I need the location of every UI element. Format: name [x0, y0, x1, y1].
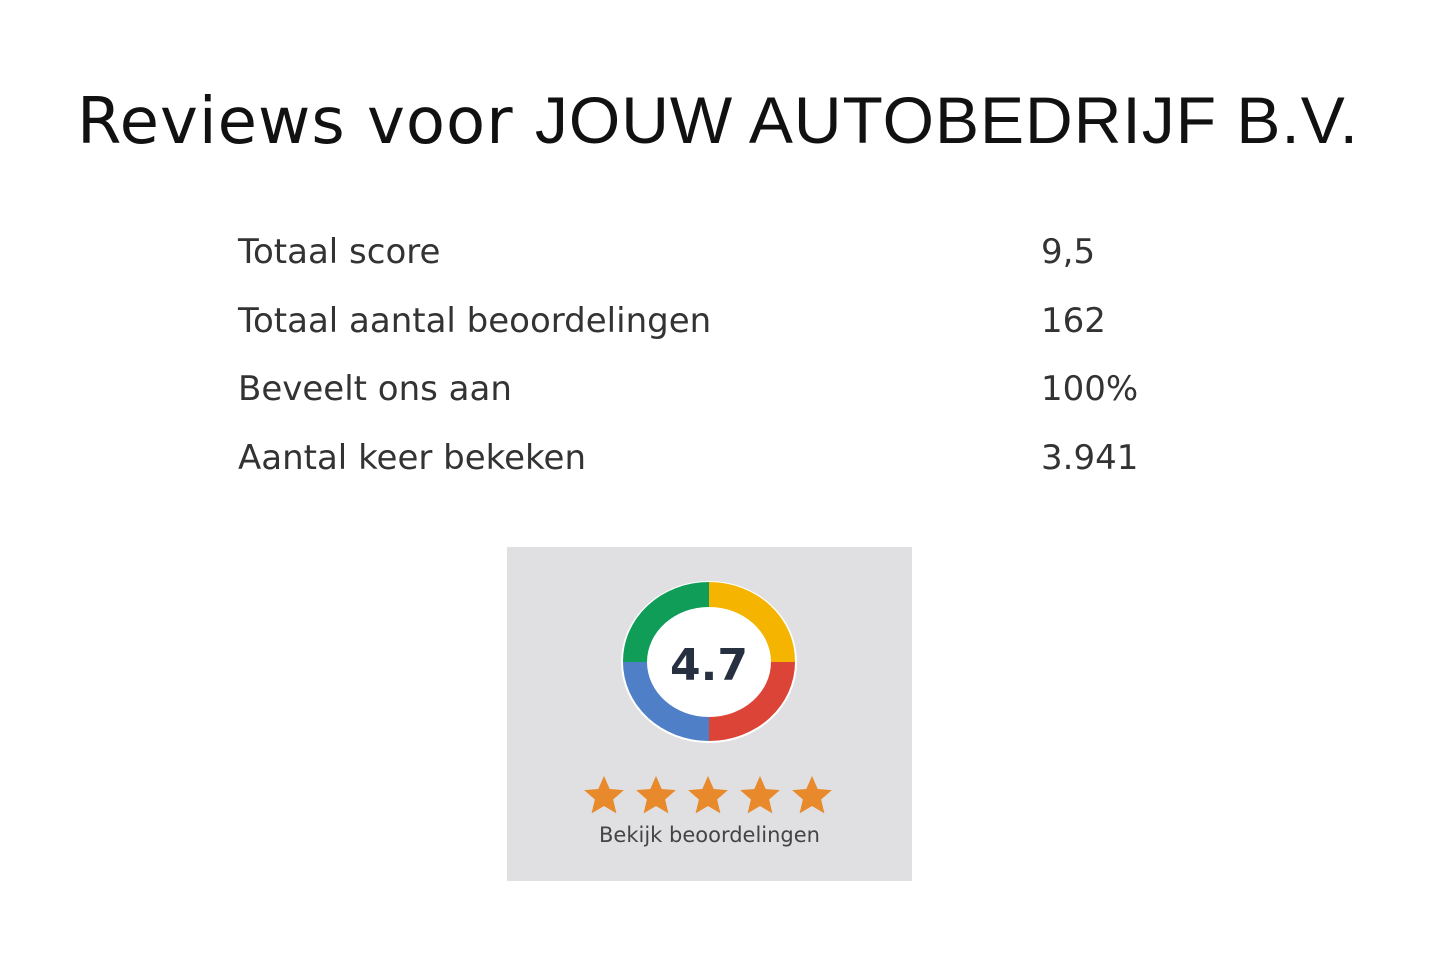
- company-name: JOUW AUTOBEDRIJF B.V.: [534, 83, 1360, 157]
- stat-value: 100%: [1041, 369, 1139, 410]
- star-icon: [636, 775, 676, 814]
- stat-row: Totaal score 9,5: [238, 218, 1198, 287]
- stat-label: Aantal keer bekeken: [238, 437, 587, 478]
- stat-row: Beveelt ons aan 100%: [238, 355, 1198, 424]
- rating-value: 4.7: [670, 640, 748, 691]
- rating-ring-icon: 4.7: [621, 581, 797, 743]
- stat-label: Beveelt ons aan: [238, 369, 512, 410]
- star-icon: [792, 775, 832, 814]
- star-icon: [584, 775, 624, 814]
- star-icon: [740, 775, 780, 814]
- stat-row: Totaal aantal beoordelingen 162: [238, 287, 1198, 356]
- google-reviews-widget[interactable]: 4.7 Bekijk beoordelingen: [507, 547, 912, 881]
- stat-label: Totaal aantal beoordelingen: [238, 300, 712, 341]
- star-icon: [688, 775, 728, 814]
- stat-value: 9,5: [1041, 232, 1096, 273]
- stats-table: Totaal score 9,5 Totaal aantal beoordelin…: [238, 218, 1198, 492]
- star-rating: [581, 775, 835, 817]
- stat-value: 3.941: [1041, 437, 1139, 478]
- page-title: Reviews voor JOUW AUTOBEDRIJF B.V.: [0, 82, 1436, 159]
- title-prefix: Reviews voor: [76, 85, 514, 159]
- view-reviews-link[interactable]: Bekijk beoordelingen: [599, 823, 820, 847]
- stat-label: Totaal score: [238, 232, 441, 273]
- stat-row: Aantal keer bekeken 3.941: [238, 424, 1198, 493]
- stat-value: 162: [1041, 300, 1106, 341]
